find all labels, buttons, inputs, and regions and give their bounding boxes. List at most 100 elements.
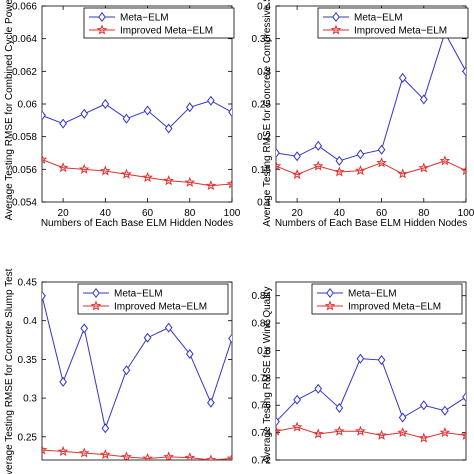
y-axis-label: Average Testing RMSE for Wine Quality bbox=[262, 287, 273, 464]
legend-diamond-marker bbox=[326, 287, 334, 299]
x-tick-label: 20 bbox=[292, 208, 304, 219]
data-point-improved-meta-elm bbox=[226, 452, 232, 460]
data-point-improved-meta-elm bbox=[42, 153, 48, 165]
legend: Meta−ELM Improved Meta−ELM bbox=[317, 7, 469, 39]
data-point-improved-meta-elm bbox=[334, 425, 345, 436]
legend-star-marker bbox=[96, 24, 108, 35]
x-tick-label: 100 bbox=[458, 208, 474, 219]
series-line-improved-meta-elm bbox=[276, 426, 466, 439]
legend-label: Meta−ELM bbox=[120, 13, 169, 24]
data-point-meta-elm bbox=[164, 123, 173, 134]
x-tick-label: 80 bbox=[418, 208, 430, 219]
series-line-improved-meta-elm bbox=[276, 160, 466, 176]
data-point-meta-elm bbox=[59, 118, 67, 129]
plot-area bbox=[276, 353, 466, 443]
y-tick-label: 0.25 bbox=[252, 100, 272, 111]
data-point-meta-elm bbox=[398, 412, 407, 423]
series-line-improved-meta-elm bbox=[42, 159, 232, 187]
data-point-improved-meta-elm bbox=[205, 454, 217, 460]
y-tick-label: 0.06 bbox=[18, 100, 38, 111]
x-tick-label: 80 bbox=[184, 208, 196, 219]
data-point-improved-meta-elm bbox=[376, 157, 387, 168]
y-tick-label: 0.2 bbox=[257, 132, 271, 143]
data-point-meta-elm bbox=[276, 147, 280, 159]
x-tick-label: 40 bbox=[100, 208, 112, 219]
plot-area bbox=[42, 95, 232, 191]
data-point-improved-meta-elm bbox=[397, 427, 408, 438]
x-axis-label: Numbers of Each Base ELM Hidden Nodes bbox=[275, 218, 467, 229]
data-point-improved-meta-elm bbox=[142, 452, 153, 460]
x-axis-label: Numbers of Each Base ELM Hidden Nodes bbox=[41, 218, 233, 229]
y-tick-label: 0.066 bbox=[12, 2, 37, 13]
data-point-meta-elm bbox=[462, 66, 466, 77]
data-point-meta-elm bbox=[207, 95, 215, 106]
data-point-improved-meta-elm bbox=[184, 452, 196, 460]
data-point-improved-meta-elm bbox=[312, 428, 324, 439]
data-point-meta-elm bbox=[314, 383, 323, 394]
legend: Meta−ELM Improved Meta−ELM bbox=[77, 283, 229, 315]
y-tick-label: 0.78 bbox=[252, 373, 272, 384]
y-tick-label: 0.35 bbox=[18, 355, 38, 366]
data-point-improved-meta-elm bbox=[78, 163, 90, 174]
data-point-improved-meta-elm bbox=[397, 168, 408, 179]
data-point-meta-elm bbox=[228, 107, 232, 118]
chart-panel-2: 0.1 0.15 0.2 0.25 0.3 0.35 0.4 20 40 60 80 100Numbe… bbox=[252, 0, 474, 229]
series-line-meta-elm bbox=[42, 100, 232, 130]
data-point-improved-meta-elm bbox=[100, 165, 111, 176]
y-tick-label: 0.8 bbox=[257, 346, 271, 357]
data-point-improved-meta-elm bbox=[418, 162, 430, 173]
legend: Meta−ELM Improved Meta−ELM bbox=[83, 7, 235, 39]
data-point-meta-elm bbox=[419, 400, 428, 411]
y-tick-label: 0.1 bbox=[257, 198, 271, 209]
y-tick-label: 0.064 bbox=[12, 34, 37, 45]
data-point-meta-elm bbox=[462, 391, 466, 403]
plot-frame bbox=[41, 281, 233, 461]
y-tick-label: 0.72 bbox=[252, 456, 272, 467]
data-point-improved-meta-elm bbox=[355, 425, 366, 436]
data-point-improved-meta-elm bbox=[439, 155, 451, 166]
x-tick-label: 60 bbox=[376, 208, 388, 219]
data-point-improved-meta-elm bbox=[418, 432, 430, 443]
legend-label: Meta−ELM bbox=[354, 13, 403, 24]
legend-box bbox=[311, 283, 463, 315]
legend-label: Meta−ELM bbox=[348, 289, 397, 300]
data-point-improved-meta-elm bbox=[312, 160, 324, 171]
data-point-meta-elm bbox=[276, 416, 280, 427]
data-point-meta-elm bbox=[122, 365, 131, 376]
data-point-improved-meta-elm bbox=[276, 160, 282, 171]
data-point-meta-elm bbox=[441, 405, 449, 416]
x-tick-label: 100 bbox=[224, 208, 241, 219]
data-point-meta-elm bbox=[398, 72, 407, 83]
y-tick-label: 0.74 bbox=[252, 428, 272, 439]
data-point-meta-elm bbox=[185, 102, 194, 113]
y-tick-label: 0.76 bbox=[252, 401, 272, 412]
legend-label: Improved Meta−ELM bbox=[120, 26, 213, 37]
legend-box bbox=[317, 7, 469, 39]
data-point-improved-meta-elm bbox=[439, 427, 451, 438]
series-line-improved-meta-elm bbox=[42, 449, 232, 460]
data-point-improved-meta-elm bbox=[226, 178, 232, 189]
y-axis-label: Average Testing RMSE for Combined Cycle … bbox=[4, 0, 15, 220]
legend-star-marker bbox=[330, 24, 342, 35]
y-axis-label: Average Testing RMSE for Concrete Compre… bbox=[262, 0, 273, 227]
data-point-meta-elm bbox=[42, 110, 46, 121]
legend-label: Meta−ELM bbox=[114, 289, 163, 300]
data-point-meta-elm bbox=[185, 348, 194, 359]
data-point-meta-elm bbox=[293, 394, 301, 405]
data-point-improved-meta-elm bbox=[205, 180, 217, 191]
data-point-meta-elm bbox=[377, 144, 386, 155]
data-point-improved-meta-elm bbox=[291, 421, 303, 432]
data-point-improved-meta-elm bbox=[100, 448, 111, 460]
series-line-meta-elm bbox=[42, 295, 232, 431]
legend-box bbox=[83, 7, 235, 39]
data-point-meta-elm bbox=[80, 108, 89, 119]
data-point-meta-elm bbox=[335, 155, 344, 166]
y-tick-label: 0.3 bbox=[257, 67, 271, 78]
data-point-meta-elm bbox=[207, 397, 215, 408]
data-point-improved-meta-elm bbox=[121, 168, 132, 179]
legend-box bbox=[77, 283, 229, 315]
legend-label: Improved Meta−ELM bbox=[348, 302, 441, 313]
data-point-improved-meta-elm bbox=[163, 451, 174, 460]
